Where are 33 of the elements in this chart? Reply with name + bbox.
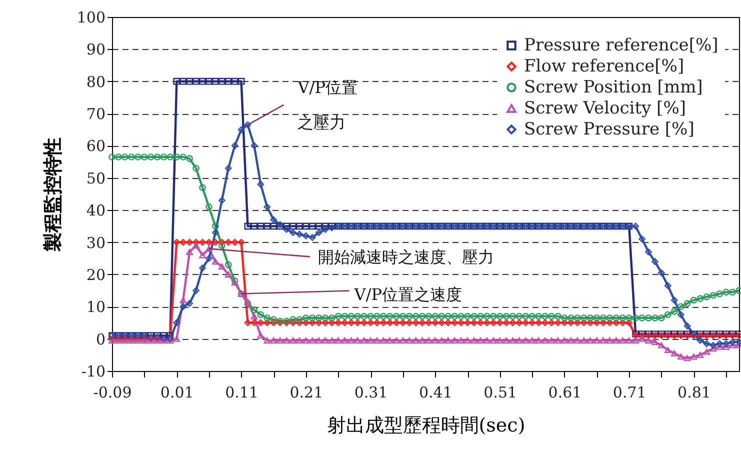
y-tick-label: 50 bbox=[86, 169, 106, 188]
x-tick-label: -0.09 bbox=[93, 384, 132, 402]
y-tick-label: 100 bbox=[76, 8, 106, 26]
legend-label: Flow reference[%] bbox=[524, 56, 684, 76]
y-tick-label: 40 bbox=[86, 202, 106, 220]
y-tick-label: 60 bbox=[86, 137, 106, 156]
annotation: 之壓力 bbox=[298, 112, 346, 132]
x-tick-label: 0.31 bbox=[354, 384, 388, 402]
y-tick-label: 80 bbox=[86, 72, 106, 91]
x-tick-label: 0.81 bbox=[678, 384, 711, 402]
y-tick-label: 20 bbox=[86, 266, 106, 284]
y-tick-label: -10 bbox=[81, 362, 106, 380]
x-tick-label: 0.21 bbox=[290, 384, 324, 402]
y-tick-label: 30 bbox=[86, 234, 106, 252]
legend-label: Pressure reference[%] bbox=[524, 36, 718, 56]
legend-label: Screw Pressure [%] bbox=[524, 120, 694, 140]
y-tick-label: 0 bbox=[96, 330, 106, 348]
legend-label: Screw Position [mm] bbox=[524, 78, 703, 98]
x-tick-label: 0.01 bbox=[160, 384, 194, 402]
x-tick-label: 0.11 bbox=[225, 384, 258, 402]
y-axis-title: 製程監控特性 bbox=[42, 138, 64, 252]
y-tick-label: 70 bbox=[86, 105, 106, 124]
x-tick-label: 0.71 bbox=[612, 384, 646, 402]
annotation: 開始減速時之速度、壓力 bbox=[318, 248, 494, 267]
y-tick-label: 10 bbox=[86, 298, 106, 316]
x-tick-label: 0.61 bbox=[548, 384, 582, 402]
annotation: V/P位置之速度 bbox=[353, 284, 462, 304]
x-tick-label: 0.51 bbox=[484, 384, 518, 402]
y-tick-label: 90 bbox=[86, 40, 106, 59]
x-tick-label: 0.41 bbox=[418, 384, 452, 402]
annotation: V/P位置 bbox=[296, 78, 358, 97]
x-axis-title: 射出成型歷程時間(sec) bbox=[326, 414, 526, 436]
legend-label: Screw Velocity [%] bbox=[524, 98, 686, 118]
